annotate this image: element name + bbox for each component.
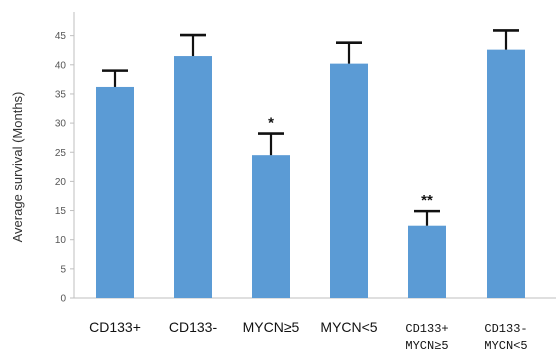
y-axis: 0 5 10 15 20 25 30 35 40 45 (55, 12, 75, 305)
significance-marker: * (268, 115, 274, 132)
y-tick-label: 0 (60, 294, 66, 305)
y-tick-label: 40 (55, 60, 67, 71)
bar (408, 225, 446, 298)
x-tick-label: MYCN≥5 (405, 339, 448, 353)
x-tick-label: CD133- (484, 322, 527, 336)
x-tick-label: CD133- (169, 319, 218, 335)
bar (96, 86, 134, 298)
bar (174, 56, 212, 299)
x-tick-labels: CD133+ CD133- MYCN≥5 MYCN<5 CD133+ MYCN≥5 CD13… (89, 319, 527, 353)
y-tick-label: 35 (55, 89, 67, 100)
y-axis-label: Average survival (Months) (10, 92, 25, 243)
y-tick-label: 25 (55, 148, 67, 159)
bar (252, 155, 290, 298)
significance-marker: ** (421, 192, 433, 209)
error-bars-group (102, 29, 519, 226)
x-tick-label: CD133+ (405, 322, 448, 336)
bars-group (96, 49, 525, 299)
x-tick-label: MYCN≥5 (243, 319, 300, 335)
x-tick-label: MYCN<5 (320, 319, 377, 335)
bar (330, 63, 368, 298)
y-tick-label: 10 (55, 235, 67, 246)
significance-markers: *** (268, 115, 433, 210)
y-tick-label: 5 (60, 264, 66, 275)
bar (487, 49, 525, 298)
y-tick-label: 45 (55, 31, 67, 42)
y-tick-label: 30 (55, 119, 67, 130)
x-tick-label: MYCN<5 (484, 339, 527, 353)
y-tick-label: 15 (55, 206, 67, 217)
y-tick-label: 20 (55, 177, 67, 188)
x-tick-label: CD133+ (89, 319, 141, 335)
